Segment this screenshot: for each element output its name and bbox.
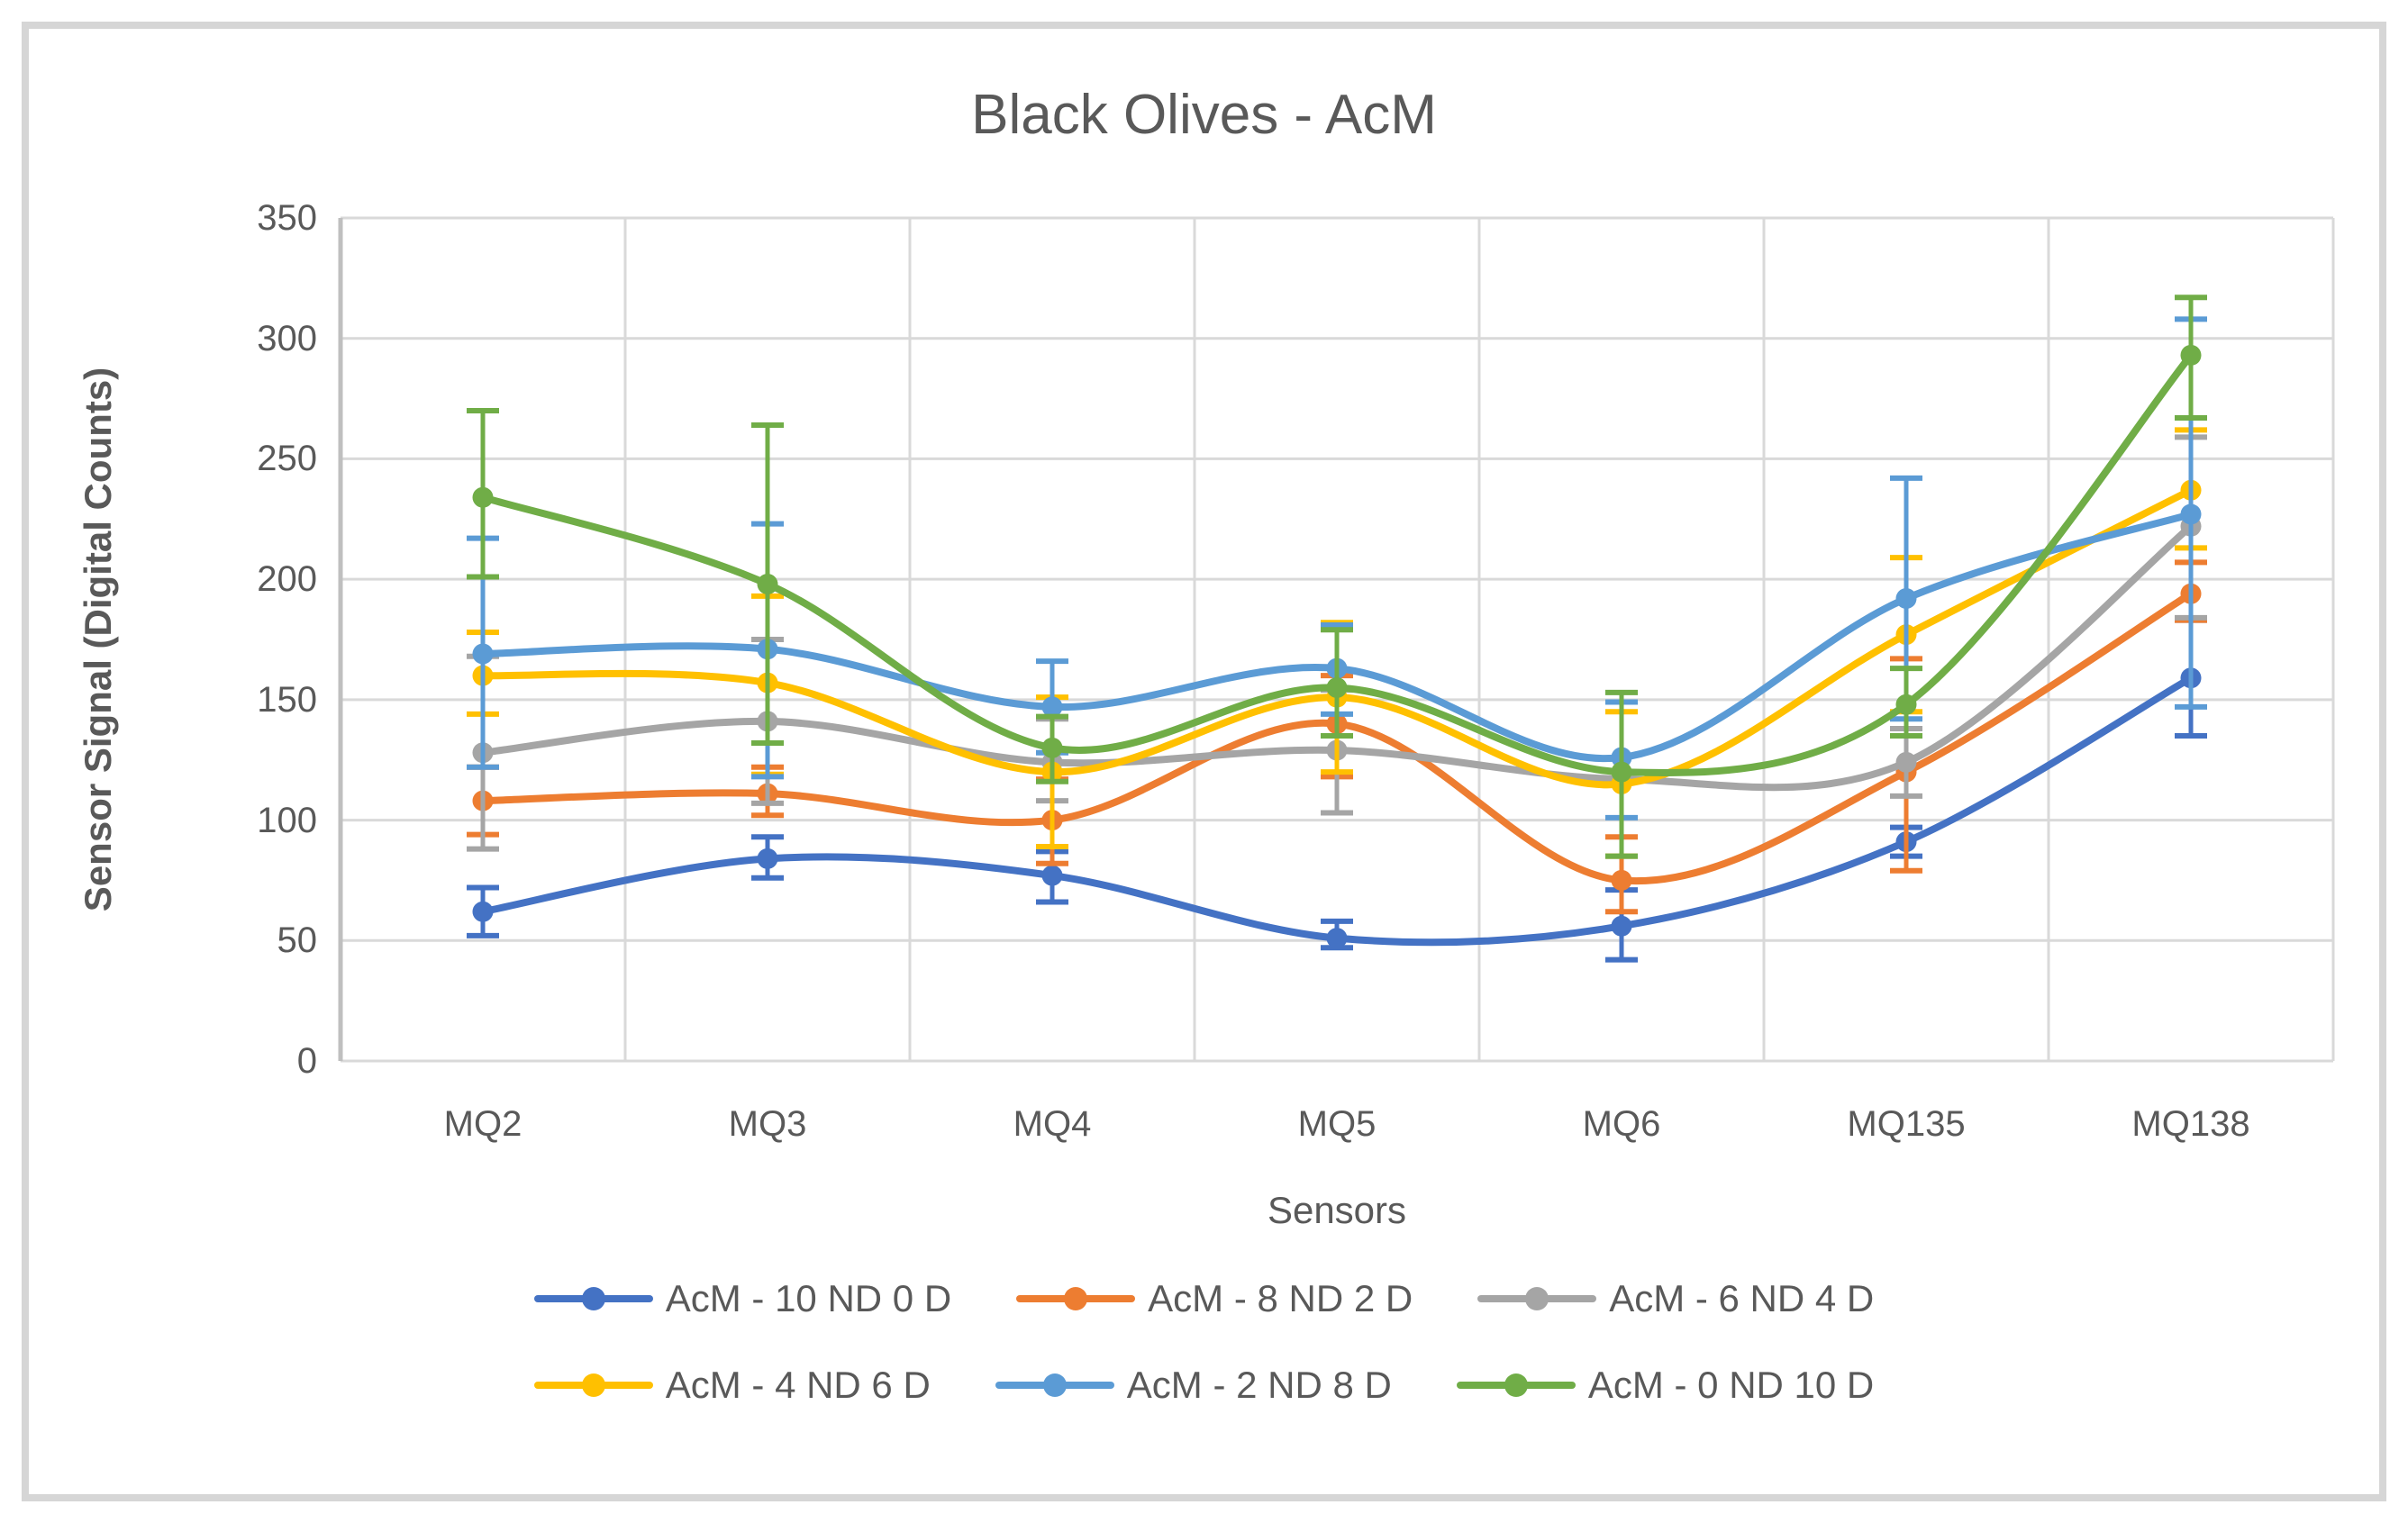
- y-tick-label: 50: [277, 920, 318, 961]
- y-tick-label: 300: [257, 318, 317, 358]
- chart-legend: AcM - 10 ND 0 D AcM - 8 ND 2 D AcM - 6 N…: [0, 1277, 2408, 1450]
- legend-item: AcM - 8 ND 2 D: [1016, 1277, 1413, 1320]
- legend-line-marker-icon: [1016, 1287, 1136, 1310]
- y-tick-label: 200: [257, 559, 317, 600]
- x-tick-label: MQ138: [2131, 1104, 2250, 1144]
- legend-row-2: AcM - 4 ND 6 D AcM - 2 ND 8 D AcM - 0 ND…: [0, 1364, 2408, 1407]
- legend-label: AcM - 10 ND 0 D: [665, 1277, 952, 1319]
- x-tick-label: MQ4: [1013, 1104, 1092, 1144]
- legend-dot-icon: [581, 1287, 605, 1310]
- legend-label: AcM - 0 ND 10 D: [1587, 1364, 1875, 1406]
- x-tick-label: MQ135: [1847, 1104, 1966, 1144]
- x-tick-label: MQ3: [728, 1104, 807, 1144]
- legend-label: AcM - 4 ND 6 D: [665, 1364, 931, 1406]
- x-axis-title: Sensors: [1267, 1189, 1407, 1231]
- y-tick-label: 150: [257, 679, 317, 720]
- x-tick-label: MQ6: [1582, 1104, 1661, 1144]
- x-tick-label: MQ2: [443, 1104, 522, 1144]
- legend-line-marker-icon: [995, 1373, 1114, 1397]
- legend-item: AcM - 2 ND 8 D: [995, 1364, 1392, 1407]
- legend-item: AcM - 6 ND 4 D: [1477, 1277, 1874, 1320]
- y-tick-label: 0: [296, 1041, 317, 1081]
- legend-label: AcM - 6 ND 4 D: [1609, 1277, 1875, 1319]
- legend-label: AcM - 8 ND 2 D: [1148, 1277, 1413, 1319]
- legend-dot-icon: [1064, 1287, 1088, 1310]
- legend-line-marker-icon: [533, 1287, 653, 1310]
- legend-line-marker-icon: [1456, 1373, 1576, 1397]
- x-tick-label: MQ5: [1297, 1104, 1377, 1144]
- y-tick-label: 250: [257, 439, 317, 479]
- y-tick-label: 100: [257, 800, 317, 840]
- legend-item: AcM - 4 ND 6 D: [533, 1364, 931, 1407]
- legend-item: AcM - 0 ND 10 D: [1456, 1364, 1875, 1407]
- chart-title: Black Olives - AcM: [971, 84, 1437, 146]
- legend-row-1: AcM - 10 ND 0 D AcM - 8 ND 2 D AcM - 6 N…: [0, 1277, 2408, 1320]
- legend-dot-icon: [1525, 1287, 1549, 1310]
- legend-dot-icon: [581, 1373, 605, 1397]
- legend-dot-icon: [1504, 1373, 1528, 1397]
- y-tick-label: 350: [257, 198, 317, 238]
- legend-item: AcM - 10 ND 0 D: [533, 1277, 952, 1320]
- legend-label: AcM - 2 ND 8 D: [1126, 1364, 1392, 1406]
- legend-line-marker-icon: [1477, 1287, 1597, 1310]
- legend-dot-icon: [1042, 1373, 1067, 1397]
- legend-line-marker-icon: [533, 1373, 653, 1397]
